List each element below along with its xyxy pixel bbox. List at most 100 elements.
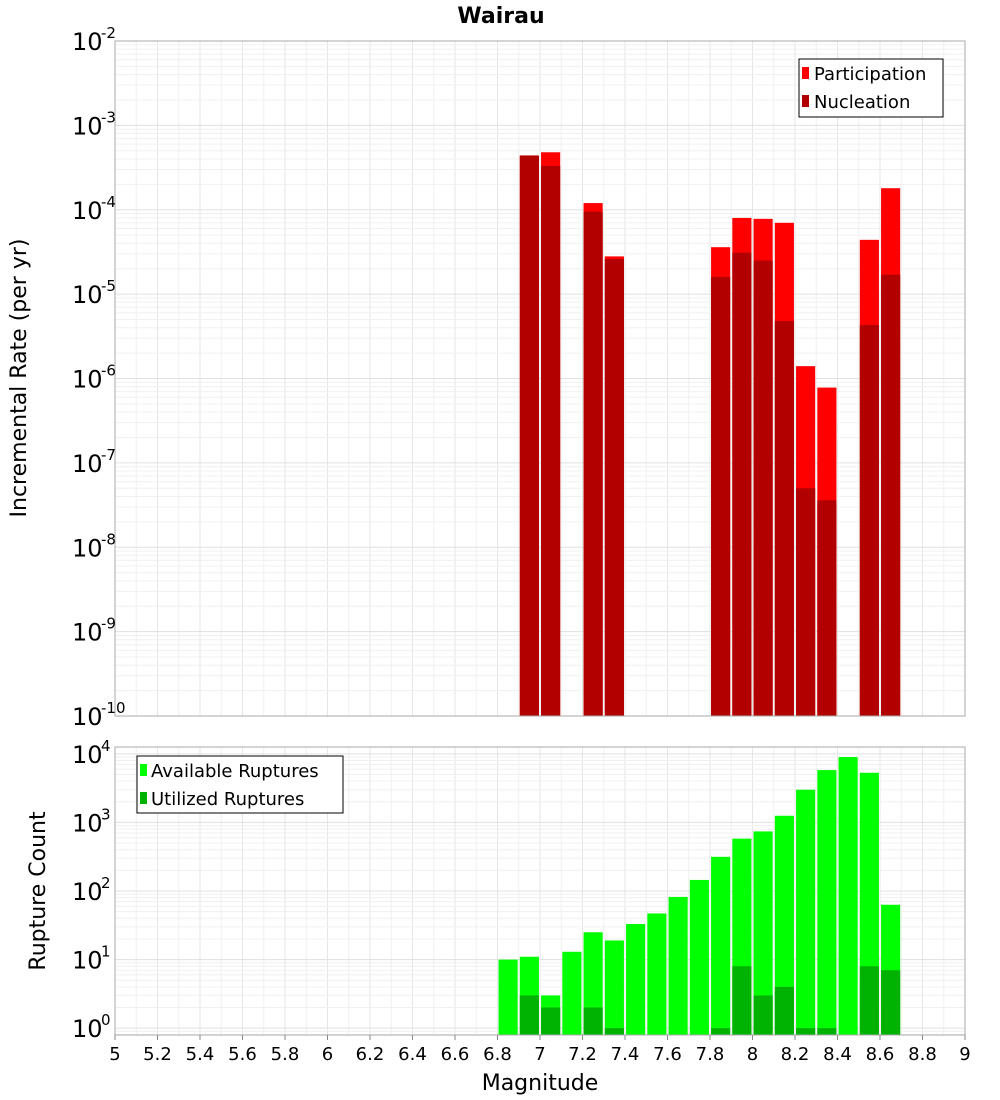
rate-y-ticks: 10-210-310-410-510-610-710-810-910-10 <box>72 24 126 731</box>
rate-y-tick-exponent: -8 <box>101 530 116 548</box>
count-bar-utilized <box>796 1028 816 1035</box>
x-tick-label: 5.2 <box>143 1044 172 1065</box>
rate-bars <box>519 152 901 717</box>
x-tick-label: 8.4 <box>823 1044 852 1065</box>
rate-y-tick-exponent: -9 <box>101 615 116 633</box>
x-axis-label: Magnitude <box>482 1071 599 1096</box>
count-bar-available <box>753 831 773 1035</box>
count-y-tick-exponent: 0 <box>101 1011 111 1029</box>
rate-y-tick-label: 10 <box>72 366 103 394</box>
count-bar-utilized <box>859 966 879 1035</box>
rate-y-tick-label: 10 <box>72 534 103 562</box>
x-tick-label: 6.4 <box>398 1044 427 1065</box>
x-tick-label: 8 <box>747 1044 758 1065</box>
x-tick-label: 7.6 <box>653 1044 682 1065</box>
count-bar-available <box>711 856 731 1035</box>
x-tick-label: 5.6 <box>228 1044 257 1065</box>
rate-gridlines <box>115 41 965 717</box>
rate-y-axis-label: Incremental Rate (per yr) <box>7 239 32 518</box>
count-y-tick-exponent: 4 <box>101 737 111 755</box>
legend-swatch-nucleation <box>802 95 809 107</box>
count-y-tick-exponent: 2 <box>101 874 111 892</box>
count-bar-available <box>604 940 624 1035</box>
x-tick-label: 6.6 <box>441 1044 470 1065</box>
count-bar-available <box>647 913 667 1035</box>
count-legend-box <box>136 755 344 814</box>
count-y-tick-label: 10 <box>72 809 103 837</box>
count-bars <box>498 756 901 1035</box>
legend-swatch-available <box>140 764 147 776</box>
rate-bar-nucleation <box>774 321 794 716</box>
rate-panel: 10-210-310-410-510-610-710-810-910-10 In… <box>7 24 966 731</box>
rate-y-tick-exponent: -2 <box>101 24 116 42</box>
rate-bar-nucleation <box>859 325 879 716</box>
x-tick-label: 5 <box>109 1044 120 1065</box>
rate-y-tick-exponent: -7 <box>101 446 116 464</box>
count-y-axis-label: Rupture Count <box>26 811 51 971</box>
legend-label-utilized: Utilized Ruptures <box>151 789 304 810</box>
rate-bar-nucleation <box>711 276 731 716</box>
rate-y-tick-exponent: -3 <box>101 108 116 126</box>
rate-legend: Participation Nucleation <box>798 58 944 118</box>
count-bar-utilized <box>817 1028 837 1035</box>
legend-label-nucleation: Nucleation <box>814 92 910 113</box>
legend-label-participation: Participation <box>814 64 926 85</box>
x-tick-label: 8.6 <box>866 1044 895 1065</box>
rate-y-tick-label: 10 <box>72 703 103 731</box>
x-tick-label: 7.2 <box>568 1044 597 1065</box>
count-bar-available <box>689 879 709 1035</box>
x-tick-label: 9 <box>959 1044 970 1065</box>
rate-bar-nucleation <box>519 155 539 716</box>
rate-legend-box <box>798 58 944 118</box>
count-y-tick-label: 10 <box>72 947 103 975</box>
x-tick-label: 6.2 <box>356 1044 385 1065</box>
rate-bar-nucleation <box>583 211 603 716</box>
count-bar-utilized <box>881 970 901 1035</box>
count-y-tick-exponent: 3 <box>101 805 111 823</box>
count-bar-available <box>562 951 582 1035</box>
count-bar-utilized <box>519 995 539 1035</box>
rate-y-tick-label: 10 <box>72 28 103 56</box>
rate-bar-nucleation <box>604 259 624 716</box>
rate-bar-nucleation <box>817 500 837 716</box>
rate-bar-nucleation <box>732 252 752 716</box>
rate-bar-nucleation <box>753 260 773 716</box>
x-tick-label: 6.8 <box>483 1044 512 1065</box>
rate-y-tick-exponent: -5 <box>101 277 116 295</box>
count-y-tick-exponent: 1 <box>101 943 111 961</box>
legend-label-available: Available Ruptures <box>151 761 319 782</box>
rate-y-tick-label: 10 <box>72 450 103 478</box>
count-bar-utilized <box>753 995 773 1035</box>
count-bar-available <box>838 756 858 1035</box>
rate-bar-nucleation <box>881 274 901 716</box>
count-bar-utilized <box>732 966 752 1035</box>
count-bar-utilized <box>774 986 794 1035</box>
chart-title: Wairau <box>457 4 544 29</box>
rate-y-tick-label: 10 <box>72 197 103 225</box>
count-bar-utilized <box>711 1028 731 1035</box>
count-bar-available <box>626 924 646 1035</box>
legend-swatch-utilized <box>140 792 147 804</box>
x-tick-label: 7.8 <box>696 1044 725 1065</box>
count-bar-available <box>498 959 518 1035</box>
count-bar-utilized <box>541 1007 561 1035</box>
count-bar-available <box>796 789 816 1035</box>
count-y-tick-label: 10 <box>72 1015 103 1043</box>
count-y-tick-label: 10 <box>72 878 103 906</box>
rate-y-tick-label: 10 <box>72 619 103 647</box>
magnitude-x-ticks: 5 5.2 5.4 5.6 5.8 6 6.2 6.4 6.6 6.8 7 7.2 7.4 7.6 7.8 8… <box>109 1035 971 1065</box>
count-bar-available <box>774 815 794 1035</box>
rate-y-tick-label: 10 <box>72 281 103 309</box>
x-tick-label: 8.8 <box>908 1044 937 1065</box>
x-tick-label: 6 <box>322 1044 333 1065</box>
x-tick-label: 5.4 <box>186 1044 215 1065</box>
rate-plot-border <box>114 40 966 717</box>
x-tick-label: 7.4 <box>611 1044 640 1065</box>
count-bar-utilized <box>583 1007 603 1035</box>
rate-bar-nucleation <box>541 166 561 717</box>
rate-y-tick-exponent: -4 <box>101 193 116 211</box>
rate-y-tick-label: 10 <box>72 112 103 140</box>
